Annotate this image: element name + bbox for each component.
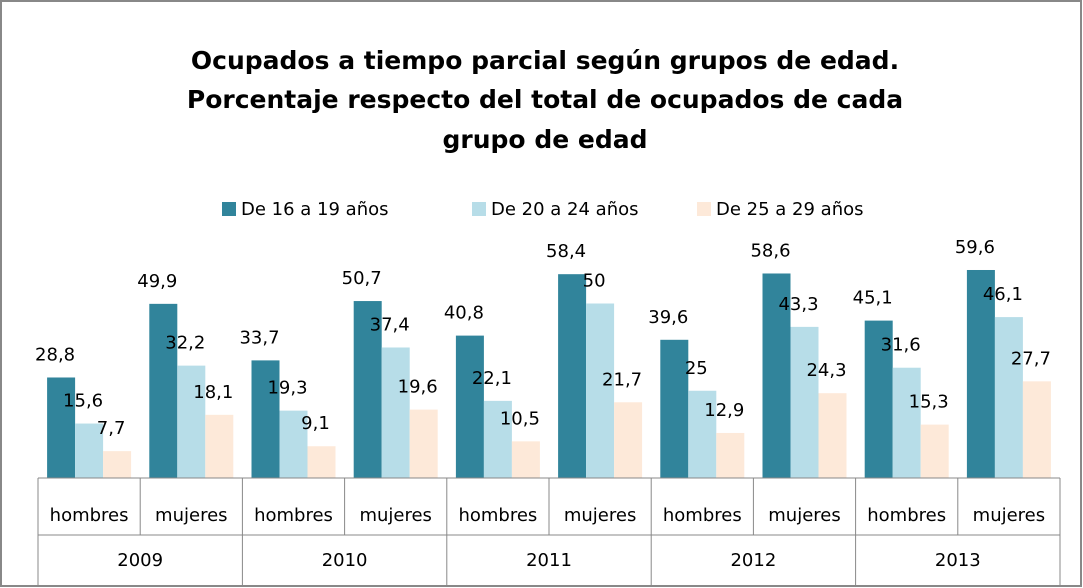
data-label: 46,1 <box>983 284 1023 305</box>
x-tick-label: hombres <box>867 505 946 526</box>
bar <box>483 400 512 478</box>
x-group-label: 2010 <box>322 550 368 571</box>
bar <box>994 317 1023 478</box>
bar <box>558 274 587 478</box>
data-label: 37,4 <box>370 314 410 335</box>
data-label: 45,1 <box>853 288 893 309</box>
chart-title: Ocupados a tiempo parcial según grupos d… <box>191 46 899 75</box>
data-label: 28,8 <box>35 344 75 365</box>
bar <box>103 451 132 478</box>
data-label: 19,6 <box>398 377 438 398</box>
bar <box>920 424 949 478</box>
data-label: 12,9 <box>704 400 744 421</box>
legend-label: De 16 a 19 años <box>241 199 389 220</box>
data-label: 21,7 <box>602 369 642 390</box>
x-tick-label: hombres <box>458 505 537 526</box>
data-label: 50,7 <box>342 268 382 289</box>
data-label: 58,4 <box>546 241 586 262</box>
x-tick-label: hombres <box>663 505 742 526</box>
x-tick-label: mujeres <box>564 505 636 526</box>
bar <box>205 414 234 478</box>
bar <box>75 423 104 478</box>
data-label: 15,3 <box>909 392 949 413</box>
bar <box>511 441 540 478</box>
bar <box>251 360 280 478</box>
data-label: 32,2 <box>165 333 205 354</box>
legend-label: De 25 a 29 años <box>716 199 864 220</box>
data-label: 19,3 <box>267 378 307 399</box>
data-label: 50 <box>583 271 606 292</box>
bar <box>409 409 438 478</box>
x-tick-label: mujeres <box>973 505 1045 526</box>
bar <box>790 326 819 478</box>
bar <box>716 432 745 478</box>
bar <box>307 446 336 478</box>
data-label: 40,8 <box>444 303 484 324</box>
data-label: 59,6 <box>955 237 995 258</box>
data-label: 9,1 <box>301 413 330 434</box>
bar <box>353 301 382 478</box>
legend-swatch <box>222 202 236 216</box>
x-group-label: 2012 <box>730 550 776 571</box>
data-label: 18,1 <box>193 382 233 403</box>
bar <box>47 377 76 478</box>
bar <box>586 303 615 478</box>
x-group-label: 2013 <box>935 550 981 571</box>
data-label: 15,6 <box>63 391 103 412</box>
bar <box>1022 381 1051 478</box>
data-label: 22,1 <box>472 368 512 389</box>
x-tick-label: hombres <box>50 505 129 526</box>
x-tick-label: mujeres <box>768 505 840 526</box>
bar <box>660 339 689 478</box>
bar <box>966 269 995 478</box>
bar <box>455 335 484 478</box>
data-label: 7,7 <box>97 418 126 439</box>
bar <box>149 303 178 478</box>
x-group-label: 2009 <box>117 550 163 571</box>
bar <box>818 393 847 478</box>
bar <box>864 320 893 478</box>
legend-label: De 20 a 24 años <box>491 199 639 220</box>
data-label: 10,5 <box>500 408 540 429</box>
bar <box>177 365 206 478</box>
bar <box>892 367 921 478</box>
data-label: 43,3 <box>778 294 818 315</box>
data-label: 25 <box>685 358 708 379</box>
bar <box>381 347 410 478</box>
data-label: 31,6 <box>881 335 921 356</box>
bar <box>762 273 791 478</box>
data-label: 58,6 <box>750 240 790 261</box>
x-tick-label: mujeres <box>155 505 227 526</box>
legend-swatch <box>697 202 711 216</box>
x-tick-label: mujeres <box>359 505 431 526</box>
chart-title: Porcentaje respecto del total de ocupado… <box>187 85 903 114</box>
bar <box>279 410 308 478</box>
bar <box>688 390 717 478</box>
data-label: 33,7 <box>239 327 279 348</box>
data-label: 49,9 <box>137 271 177 292</box>
data-label: 24,3 <box>806 360 846 381</box>
data-label: 39,6 <box>648 307 688 328</box>
x-group-label: 2011 <box>526 550 572 571</box>
legend-swatch <box>472 202 486 216</box>
bar <box>614 402 643 478</box>
chart-title: grupo de edad <box>443 125 648 154</box>
data-label: 27,7 <box>1011 348 1051 369</box>
x-tick-label: hombres <box>254 505 333 526</box>
